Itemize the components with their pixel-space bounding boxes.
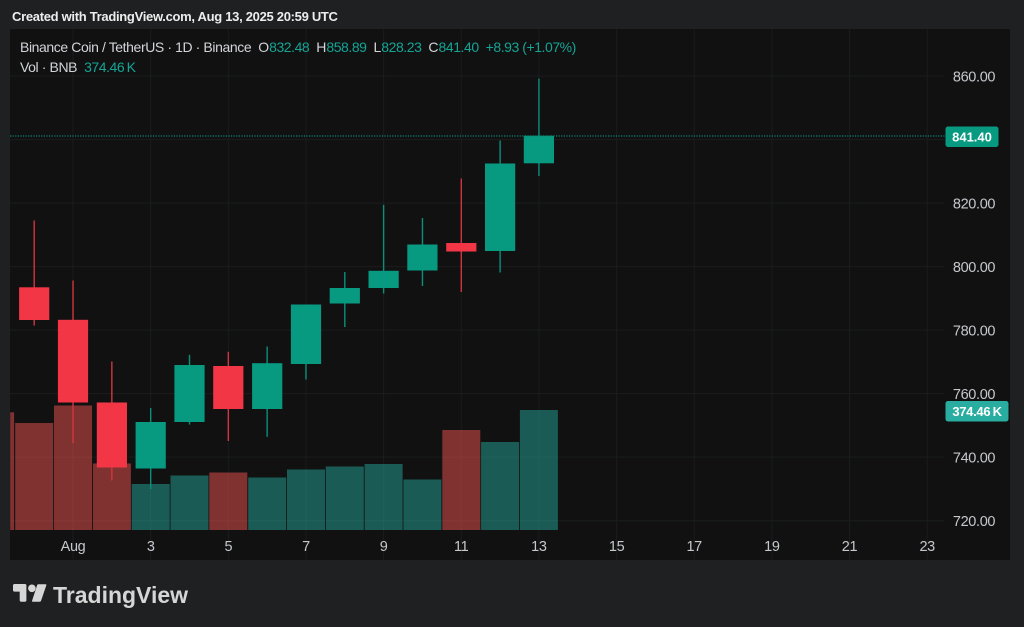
svg-text:860.00: 860.00 [953, 69, 996, 85]
svg-text:15: 15 [609, 539, 625, 555]
svg-text:19: 19 [764, 539, 780, 555]
svg-text:7: 7 [302, 539, 310, 555]
svg-text:740.00: 740.00 [953, 450, 996, 466]
svg-text:760.00: 760.00 [953, 387, 996, 403]
svg-text:374.46 K: 374.46 K [952, 404, 1002, 419]
svg-text:21: 21 [842, 539, 858, 555]
svg-text:780.00: 780.00 [953, 323, 996, 339]
svg-text:720.00: 720.00 [953, 514, 996, 530]
svg-text:11: 11 [454, 539, 469, 555]
svg-text:23: 23 [919, 539, 935, 555]
svg-text:Aug: Aug [61, 539, 86, 555]
svg-text:820.00: 820.00 [953, 196, 996, 212]
svg-text:800.00: 800.00 [953, 260, 996, 276]
svg-text:17: 17 [686, 539, 702, 555]
svg-text:3: 3 [147, 539, 155, 555]
svg-text:841.40: 841.40 [952, 130, 992, 145]
svg-text:13: 13 [531, 539, 547, 555]
svg-text:9: 9 [380, 539, 388, 555]
svg-text:5: 5 [224, 539, 232, 555]
